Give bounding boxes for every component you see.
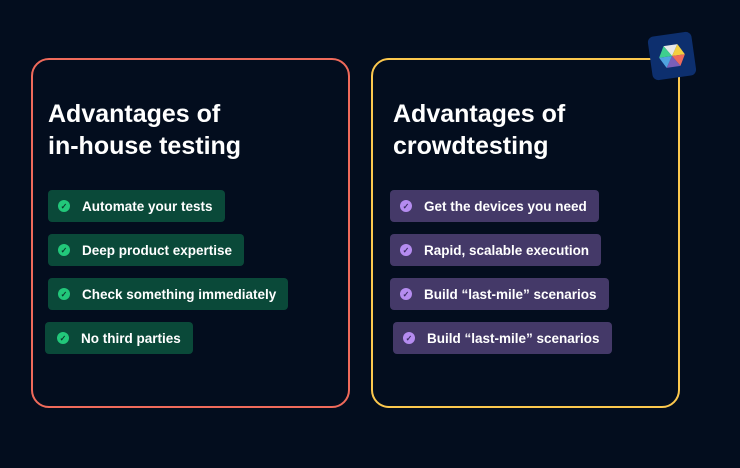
list-item: ✓ Build “last-mile” scenarios	[390, 278, 609, 310]
check-circle-icon: ✓	[400, 244, 412, 256]
item-label: Get the devices you need	[424, 198, 587, 214]
in-house-card	[31, 58, 350, 408]
list-item: ✓ Automate your tests	[48, 190, 225, 222]
list-item: ✓ Deep product expertise	[48, 234, 245, 266]
list-item: ✓ Check something immediately	[48, 278, 289, 310]
crowdtesting-title: Advantages of crowdtesting	[393, 100, 566, 160]
item-label: Deep product expertise	[82, 242, 233, 258]
check-circle-icon: ✓	[58, 200, 70, 212]
check-circle-icon: ✓	[58, 288, 70, 300]
check-circle-icon: ✓	[400, 200, 412, 212]
item-label: Automate your tests	[82, 198, 213, 214]
list-item: ✓ Rapid, scalable execution	[390, 234, 602, 266]
item-label: Check something immediately	[82, 286, 277, 302]
list-item: ✓ No third parties	[45, 322, 193, 354]
hexagon-logo-icon	[647, 31, 697, 81]
item-label: Rapid, scalable execution	[424, 242, 590, 258]
list-item: ✓ Get the devices you need	[390, 190, 599, 222]
check-circle-icon: ✓	[58, 244, 70, 256]
check-circle-icon: ✓	[400, 288, 412, 300]
item-label: No third parties	[81, 330, 181, 346]
check-circle-icon: ✓	[57, 332, 69, 344]
in-house-title: Advantages of in-house testing	[48, 100, 242, 160]
item-label: Build “last-mile” scenarios	[427, 330, 600, 346]
list-item: ✓ Build “last-mile” scenarios	[393, 322, 612, 354]
item-label: Build “last-mile” scenarios	[424, 286, 597, 302]
crowdtesting-card	[371, 58, 680, 408]
check-circle-icon: ✓	[403, 332, 415, 344]
